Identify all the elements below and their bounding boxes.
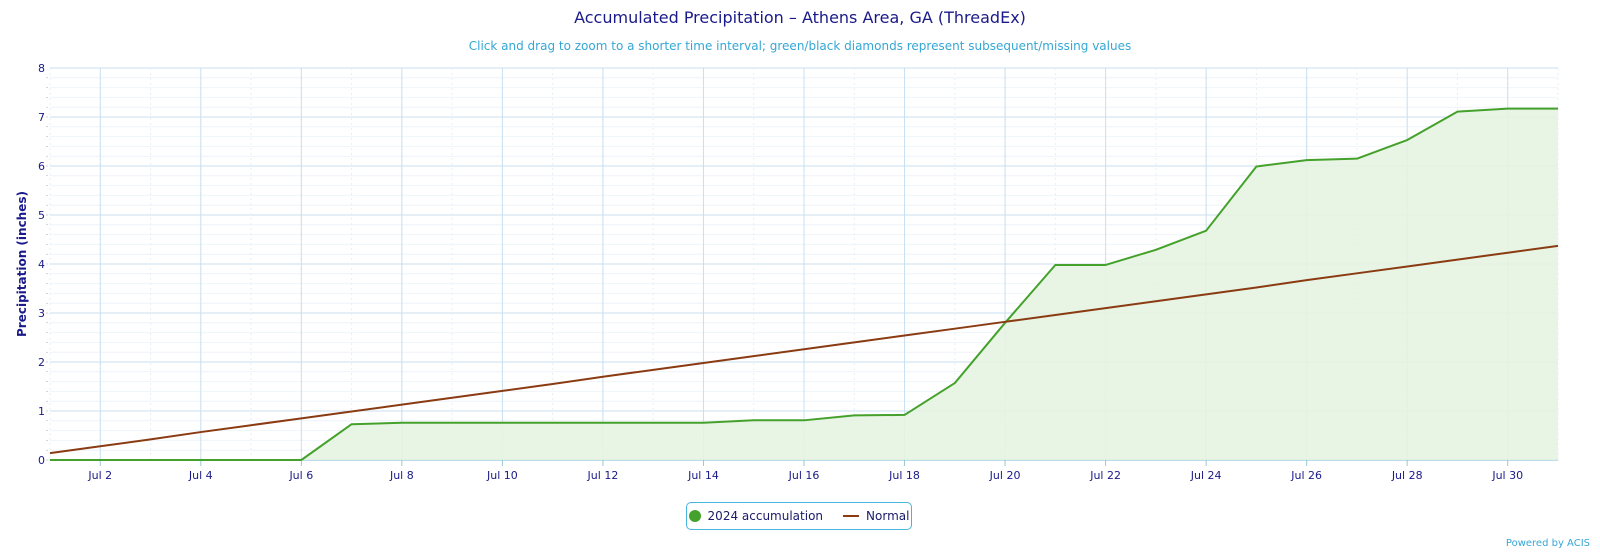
x-tick-label: Jul 16 <box>788 469 820 482</box>
y-tick-label: 2 <box>38 356 45 369</box>
y-axis-title: Precipitation (inches) <box>15 191 29 337</box>
legend-accumulation-label: 2024 accumulation <box>707 509 824 523</box>
x-tick-label: Jul 28 <box>1391 469 1423 482</box>
x-tick-label: Jul 20 <box>989 469 1021 482</box>
legend-accumulation-marker <box>688 510 701 522</box>
x-tick-label: Jul 30 <box>1491 469 1523 482</box>
x-tick-label: Jul 14 <box>687 469 719 482</box>
y-tick-label: 6 <box>38 160 45 173</box>
legend-item-normal[interactable]: Normal <box>843 509 909 523</box>
legend-item-accumulation[interactable]: 2024 accumulation <box>688 509 824 523</box>
x-tick-label: Jul 10 <box>486 469 518 482</box>
legend-normal-label: Normal <box>866 509 910 523</box>
chart-plot[interactable]: 0 1 2 3 4 5 6 7 8 Jul 2 Jul 4 Jul 6 Jul 8 Jul 10 Jul 1… <box>0 0 1600 500</box>
x-tick-label: Jul 8 <box>389 469 414 482</box>
y-tick-label: 3 <box>38 307 45 320</box>
chart-subtitle: Click and drag to zoom to a shorter time… <box>468 39 1132 53</box>
x-tick-label: Jul 4 <box>188 469 213 482</box>
x-tick-label: Jul 18 <box>888 469 920 482</box>
y-tick-label: 1 <box>38 405 45 418</box>
chart-title: Accumulated Precipitation – Athens Area,… <box>574 8 1026 27</box>
x-tick-label: Jul 12 <box>587 469 619 482</box>
y-tick-label: 7 <box>38 111 45 124</box>
y-tick-label: 0 <box>38 454 45 467</box>
credits-link[interactable]: Powered by ACIS <box>1505 538 1590 549</box>
y-tick-label: 4 <box>38 258 45 271</box>
x-tick-label: Jul 24 <box>1190 469 1222 482</box>
y-tick-label: 8 <box>38 62 45 75</box>
x-tick-label: Jul 26 <box>1290 469 1322 482</box>
legend-normal-marker <box>843 515 860 517</box>
x-tick-label: Jul 22 <box>1089 469 1121 482</box>
x-tick-label: Jul 2 <box>87 469 112 482</box>
accumulation-area <box>50 108 1558 461</box>
chart-legend: 2024 accumulation Normal <box>686 502 912 530</box>
x-tick-label: Jul 6 <box>288 469 313 482</box>
y-tick-label: 5 <box>38 209 45 222</box>
